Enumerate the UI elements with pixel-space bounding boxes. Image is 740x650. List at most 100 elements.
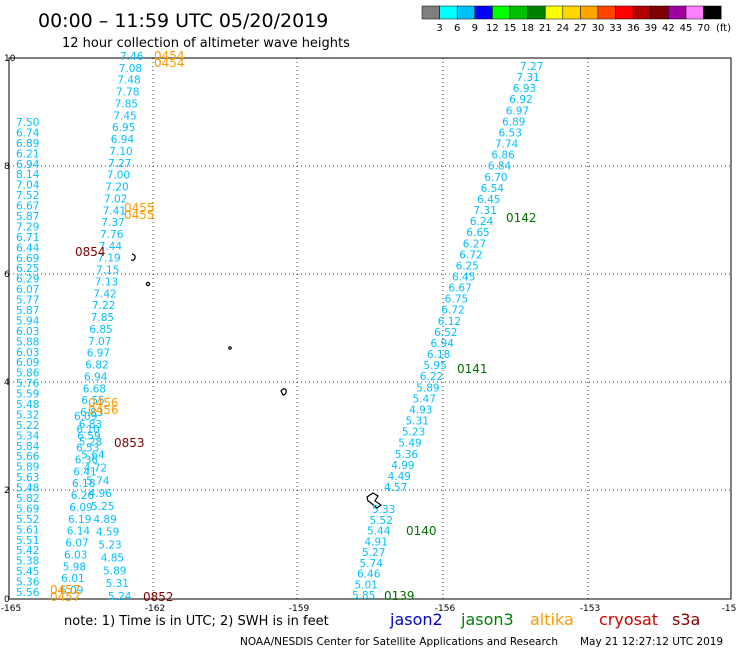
swh-value: 6.85	[89, 324, 112, 336]
swh-value: 4.99	[391, 460, 414, 472]
island-big-island	[366, 492, 383, 509]
swh-value: 5.42	[16, 545, 39, 557]
legend-bin-label: 36	[627, 23, 640, 34]
altika-pass-time: 0457	[50, 583, 81, 597]
swh-value: 7.08	[119, 63, 142, 75]
swh-value: 5.88	[16, 336, 39, 348]
altika-pass-time-duplicate: 0454	[154, 56, 185, 70]
swh-value: 5.47	[413, 393, 436, 405]
swh-value: 4.85	[101, 552, 124, 564]
swh-value: 6.21	[16, 148, 39, 160]
swh-value: 4.93	[409, 404, 432, 416]
swh-value: 5.76	[16, 378, 40, 390]
swh-value: 5.86	[16, 368, 40, 380]
swh-value: 7.45	[113, 110, 136, 122]
swh-value: 5.23	[402, 427, 425, 439]
swh-value: 5.48	[16, 399, 39, 411]
swh-value: 6.45	[452, 272, 475, 284]
altika-pass-time-duplicate: 0456	[88, 403, 119, 417]
satellite-legend-jason3: jason3	[460, 610, 514, 629]
y-tick-label: 0	[4, 595, 10, 605]
swh-value: 5.36	[16, 577, 40, 589]
swh-value: 5.49	[398, 438, 421, 450]
x-tick-label: -153	[580, 604, 600, 614]
legend-swatch	[562, 5, 581, 20]
swh-value: 5.59	[16, 389, 39, 401]
swh-value: 5.32	[16, 409, 39, 421]
swh-value: 5.63	[16, 472, 39, 484]
swh-value: 5.94	[16, 315, 40, 327]
legend-bin-label: 6	[454, 23, 460, 34]
swh-value: 7.13	[95, 277, 118, 289]
swh-value: 4.57	[384, 482, 407, 494]
jason3-pass-time: 0141	[457, 362, 488, 376]
legend-swatch	[703, 5, 722, 20]
cryosat-pass-time: 0852	[143, 590, 174, 604]
legend-swatch	[439, 5, 458, 20]
swh-value: 6.09	[16, 357, 39, 369]
cryosat-pass-time: 0853	[114, 436, 145, 450]
swh-value: 8.14	[16, 169, 40, 181]
satellite-legend-altika: altika	[530, 610, 574, 629]
swh-value: 6.59	[77, 431, 100, 443]
swh-value: 4.49	[388, 471, 411, 483]
swh-value: 6.89	[16, 138, 39, 150]
swh-value: 6.46	[357, 569, 381, 581]
swh-value: 7.41	[103, 205, 126, 217]
legend-bin-label: 70	[697, 23, 710, 34]
island-kauai	[130, 253, 136, 261]
swh-value: 6.45	[477, 194, 500, 206]
swh-value: 7.10	[109, 146, 132, 158]
legend-bin-label: 9	[472, 23, 478, 34]
swh-value: 5.82	[16, 493, 39, 505]
swh-value: 5.74	[360, 558, 384, 570]
cryosat-pass-time: 0854	[75, 245, 106, 259]
swh-value: 5.77	[16, 295, 39, 307]
swh-value: 6.09	[69, 502, 92, 514]
swh-value: 5.69	[16, 503, 39, 515]
swh-value: 7.07	[88, 336, 111, 348]
swh-value: 7.48	[117, 75, 140, 87]
y-tick-label: 10	[4, 54, 16, 64]
jason3-pass-time: 0139	[384, 589, 415, 603]
swh-value: 6.94	[84, 371, 108, 383]
swh-value: 6.01	[61, 573, 84, 585]
swh-value: 5.56	[16, 587, 40, 599]
swh-value: 6.74	[16, 127, 40, 139]
swh-value: 6.54	[481, 183, 505, 195]
swh-value: 6.72	[441, 305, 464, 317]
jason3-pass-time: 0140	[406, 524, 437, 538]
footer-note: note: 1) Time is in UTC; 2) SWH is in fe…	[64, 614, 329, 629]
swh-value: 5.89	[16, 462, 39, 474]
island-small-2	[280, 388, 287, 396]
y-tick-label: 4	[4, 378, 10, 388]
satellite-legend: jason2 jason3 altika cryosat s3a	[389, 610, 700, 629]
swh-value: 5.23	[98, 540, 121, 552]
swh-value: 5.85	[352, 590, 375, 602]
swh-value: 7.27	[520, 61, 543, 73]
swh-value: 6.03	[16, 326, 39, 338]
swh-value: 6.89	[502, 116, 525, 128]
x-tick-label: -162	[145, 604, 165, 614]
swh-value: 7.20	[105, 182, 128, 194]
swh-value: 7.22	[92, 300, 115, 312]
legend-swatch	[685, 5, 704, 20]
altika-pass-time: 0455	[124, 201, 155, 215]
wave-height-tracks: 7.506.746.896.216.948.147.047.526.675.87…	[16, 51, 543, 603]
x-tick-label: -159	[289, 604, 310, 614]
swh-value: 6.24	[470, 216, 494, 228]
legend-swatch	[456, 5, 476, 20]
legend-bin-label: 3	[436, 23, 442, 34]
satellite-legend-cryosat: cryosat	[599, 610, 658, 629]
axis-tick-labels: -165 -162 -159 -156 -153 -15 0 2 4 6 8 10	[1, 54, 737, 614]
color-legend: 3 6 9 12 15 18 21 24 27 30 33 36 39 42 45 70	[421, 5, 722, 34]
swh-value: 7.44	[99, 241, 123, 253]
legend-swatch	[474, 5, 493, 20]
legend-swatch	[668, 5, 687, 20]
swh-value: 7.85	[115, 99, 138, 111]
swh-value: 6.18	[427, 349, 450, 361]
satellite-legend-jason2: jason2	[389, 610, 443, 629]
swh-value: 5.89	[103, 565, 126, 577]
swh-value: 5.45	[16, 566, 39, 578]
island-niihau	[145, 281, 151, 287]
